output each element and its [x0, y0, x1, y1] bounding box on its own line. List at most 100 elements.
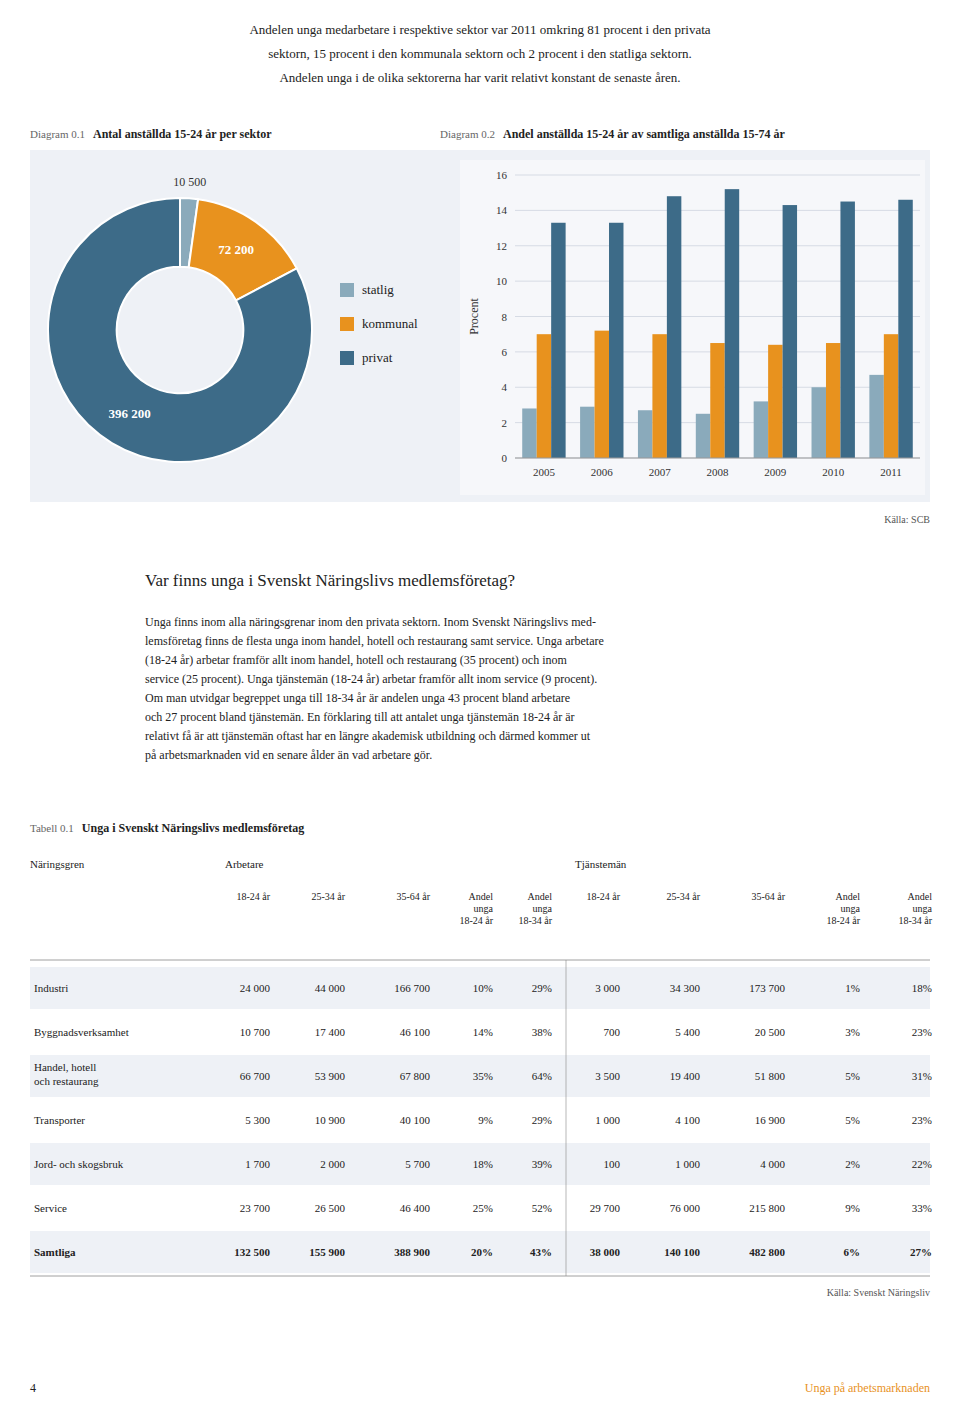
table-cell: 173 700: [749, 982, 785, 994]
table-cell: 23 700: [240, 1202, 271, 1214]
text-line: Andel: [836, 891, 861, 902]
table-cell: 4 100: [675, 1114, 700, 1126]
table-cell: 23%: [912, 1026, 932, 1038]
text-line: unga: [474, 903, 494, 914]
data-label: 396 200: [108, 406, 150, 421]
y-tick-label: 0: [502, 452, 508, 464]
legend-swatch: [340, 283, 354, 297]
text-line: 18-24 år: [236, 891, 270, 902]
bar: [652, 334, 666, 458]
table-cell: 5 400: [675, 1026, 700, 1038]
table-cell: 14%: [473, 1026, 493, 1038]
x-tick-label: 2005: [533, 466, 556, 478]
table-cell: 52%: [532, 1202, 552, 1214]
section-heading: Var finns unga i Svenskt Näringslivs med…: [145, 571, 515, 590]
bar: [696, 414, 710, 458]
table-cell: 155 900: [309, 1246, 345, 1258]
table-cell: 6%: [844, 1246, 861, 1258]
plot-background: [460, 160, 925, 495]
table-column-header: Andelunga18-34 år: [898, 891, 932, 926]
table-cell: 1 700: [245, 1158, 270, 1170]
table-cell: 29 700: [590, 1202, 621, 1214]
table-cell: 9%: [845, 1202, 860, 1214]
donut-slice: [48, 198, 312, 462]
bar: [783, 205, 797, 458]
footer-text: Unga på arbetsmarknaden: [805, 1381, 930, 1395]
table-cell: 1 000: [675, 1158, 700, 1170]
bars: [522, 189, 913, 458]
table-cell: 5 700: [405, 1158, 430, 1170]
table-cell: 46 100: [400, 1026, 431, 1038]
text-line: relativt få är att tjänstemän oftast har…: [145, 729, 591, 743]
table-row-header: Näringsgren: [30, 858, 85, 870]
table-row-label: Industri: [34, 982, 68, 994]
table-cell: 46 400: [400, 1202, 431, 1214]
table-cell: 9%: [478, 1114, 493, 1126]
table-column-header: 35-64 år: [396, 891, 430, 902]
table-cell: 5%: [845, 1070, 860, 1082]
text-line: Andel: [908, 891, 933, 902]
table-cell: 100: [604, 1158, 621, 1170]
bar: [869, 375, 883, 458]
table-cell: 4 000: [760, 1158, 785, 1170]
y-tick-label: 6: [502, 346, 508, 358]
bar: [580, 407, 594, 458]
table-cell: 3 000: [595, 982, 620, 994]
figure-label: Tabell 0.1: [30, 822, 74, 834]
table-row-band: [30, 1143, 930, 1185]
text-line: 18-24 år: [826, 915, 860, 926]
text-line: Handel, hotell: [34, 1061, 96, 1073]
text-line: Jord- och skogsbruk: [34, 1158, 124, 1170]
figure-title: Andel anställda 15-24 år av samtliga ans…: [503, 127, 785, 141]
bar: [812, 387, 826, 458]
y-tick-label: 4: [502, 381, 508, 393]
table-cell: 33%: [912, 1202, 932, 1214]
table-cell: 38%: [532, 1026, 552, 1038]
table-row-band: [30, 1231, 930, 1273]
table-group-header: Tjänstemän: [575, 858, 627, 870]
text-line: (18-24 år) arbetar framför allt inom han…: [145, 653, 568, 667]
text-line: Industri: [34, 982, 68, 994]
text-line: Om man utvidgar begreppet unga till 18-3…: [145, 691, 570, 705]
table-cell: 66 700: [240, 1070, 271, 1082]
bar: [522, 408, 536, 458]
bar: [725, 189, 739, 458]
table-cell: 140 100: [664, 1246, 700, 1258]
text-line: 25-34 år: [666, 891, 700, 902]
text-line: Unga finns inom alla näringsgrenar inom …: [145, 615, 596, 629]
y-tick-label: 2: [502, 417, 508, 429]
table-cell: 23%: [912, 1114, 932, 1126]
bar: [898, 200, 912, 458]
donut: [48, 198, 312, 462]
x-tick-label: 2009: [764, 466, 787, 478]
y-axis-label: Procent: [467, 298, 481, 335]
data-label: 72 200: [218, 242, 254, 257]
page-number: 4: [30, 1381, 36, 1395]
text-line: Samtliga: [34, 1246, 76, 1258]
table-cell: 40 100: [400, 1114, 431, 1126]
text-line: och 27 procent bland tjänstemän. En förk…: [145, 710, 575, 724]
bar: [710, 343, 724, 458]
table-cell: 5%: [845, 1114, 860, 1126]
source: Källa: SCB: [884, 514, 930, 525]
text-line: unga: [533, 903, 553, 914]
table-cell: 17 400: [315, 1026, 346, 1038]
table-cell: 27%: [910, 1246, 932, 1258]
text-line: lemsföretag finns de flesta unga inom ha…: [145, 634, 604, 648]
table-cell: 19 400: [670, 1070, 701, 1082]
table-cell: 38 000: [590, 1246, 621, 1258]
section-body: Unga finns inom alla näringsgrenar inom …: [145, 615, 604, 762]
text-line: unga: [913, 903, 933, 914]
table-cell: 1%: [845, 982, 860, 994]
x-tick-label: 2008: [707, 466, 730, 478]
table-column-header: 25-34 år: [666, 891, 700, 902]
table-cell: 20%: [471, 1246, 493, 1258]
table-cell: 29%: [532, 982, 552, 994]
legend-swatch: [340, 317, 354, 331]
figure-label: Diagram 0.2: [440, 128, 495, 140]
table-column-header: 18-24 år: [586, 891, 620, 902]
legend-entry: statlig: [362, 282, 394, 297]
table-row-label: Service: [34, 1202, 67, 1214]
bar: [667, 196, 681, 458]
table-cell: 20 500: [755, 1026, 786, 1038]
